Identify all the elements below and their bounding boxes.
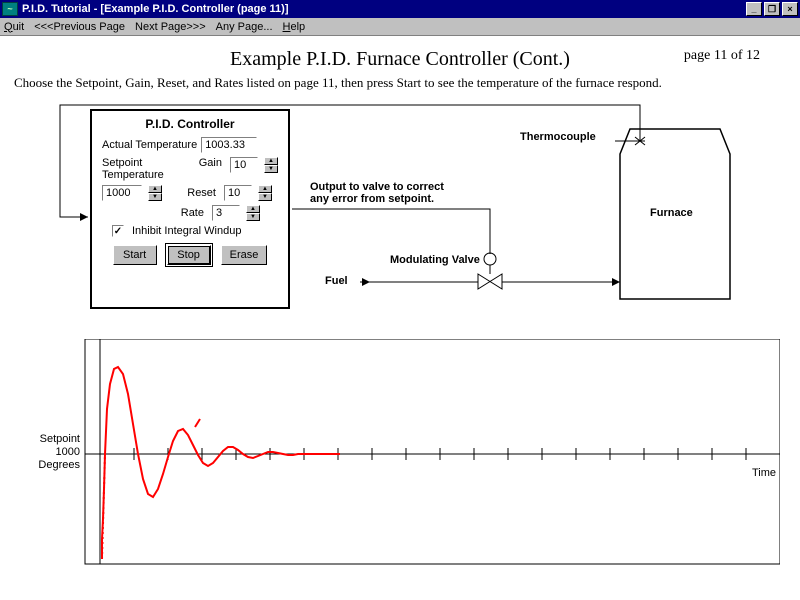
diagram-area: P.I.D. Controller Actual Temperature 100… bbox=[20, 99, 780, 329]
gain-spinner[interactable]: ▲▼ bbox=[264, 157, 278, 173]
actual-temp-label: Actual Temperature bbox=[102, 139, 197, 151]
menu-next-page[interactable]: Next Page>>> bbox=[135, 21, 206, 33]
setpoint-spinner[interactable]: ▲▼ bbox=[148, 185, 162, 201]
erase-button[interactable]: Erase bbox=[221, 245, 268, 265]
modulating-valve-label: Modulating Valve bbox=[390, 254, 480, 266]
menu-bar: Quit <<<Previous Page Next Page>>> Any P… bbox=[0, 18, 800, 36]
fuel-label: Fuel bbox=[325, 275, 348, 287]
furnace-label: Furnace bbox=[650, 207, 693, 219]
gain-input[interactable]: 10 bbox=[230, 157, 258, 173]
system-menu-icon[interactable]: ~ bbox=[2, 2, 18, 16]
reset-label: Reset bbox=[176, 187, 216, 199]
gain-label: Gain bbox=[182, 157, 222, 169]
minimize-button[interactable]: _ bbox=[746, 2, 762, 16]
maximize-button[interactable]: ❐ bbox=[764, 2, 780, 16]
reset-spinner[interactable]: ▲▼ bbox=[258, 185, 272, 201]
rate-input[interactable]: 3 bbox=[212, 205, 240, 221]
chart-x-label: Time bbox=[752, 467, 776, 479]
chart-svg bbox=[20, 339, 780, 569]
setpoint-label: SetpointTemperature bbox=[102, 157, 178, 181]
chart-area: Setpoint 1000 Degrees Time bbox=[20, 339, 780, 569]
rate-label: Rate bbox=[164, 207, 204, 219]
pid-controller-panel: P.I.D. Controller Actual Temperature 100… bbox=[90, 109, 290, 309]
rate-spinner[interactable]: ▲▼ bbox=[246, 205, 260, 221]
pid-title: P.I.D. Controller bbox=[102, 117, 278, 131]
window-title: P.I.D. Tutorial - [Example P.I.D. Contro… bbox=[22, 3, 746, 15]
instruction-text: Choose the Setpoint, Gain, Reset, and Ra… bbox=[14, 75, 790, 91]
output-label: Output to valve to correctany error from… bbox=[310, 181, 444, 205]
menu-quit[interactable]: Quit bbox=[4, 21, 24, 33]
start-button[interactable]: Start bbox=[113, 245, 157, 265]
menu-help[interactable]: Help bbox=[283, 21, 306, 33]
thermocouple-label: Thermocouple bbox=[520, 131, 596, 143]
menu-any-page[interactable]: Any Page... bbox=[216, 21, 273, 33]
stop-button[interactable]: Stop bbox=[167, 245, 211, 265]
setpoint-input[interactable]: 1000 bbox=[102, 185, 142, 201]
actual-temp-value: 1003.33 bbox=[201, 137, 257, 153]
title-bar: ~ P.I.D. Tutorial - [Example P.I.D. Cont… bbox=[0, 0, 800, 18]
page-counter: page 11 of 12 bbox=[684, 48, 760, 64]
reset-input[interactable]: 10 bbox=[224, 185, 252, 201]
menu-prev-page[interactable]: <<<Previous Page bbox=[34, 21, 125, 33]
inhibit-label: Inhibit Integral Windup bbox=[132, 225, 241, 237]
content-area: Example P.I.D. Furnace Controller (Cont.… bbox=[0, 36, 800, 577]
close-button[interactable]: × bbox=[782, 2, 798, 16]
chart-y-label: Setpoint 1000 Degrees bbox=[20, 433, 80, 472]
inhibit-checkbox[interactable]: ✓ bbox=[112, 225, 124, 237]
page-title: Example P.I.D. Furnace Controller (Cont.… bbox=[10, 48, 790, 71]
